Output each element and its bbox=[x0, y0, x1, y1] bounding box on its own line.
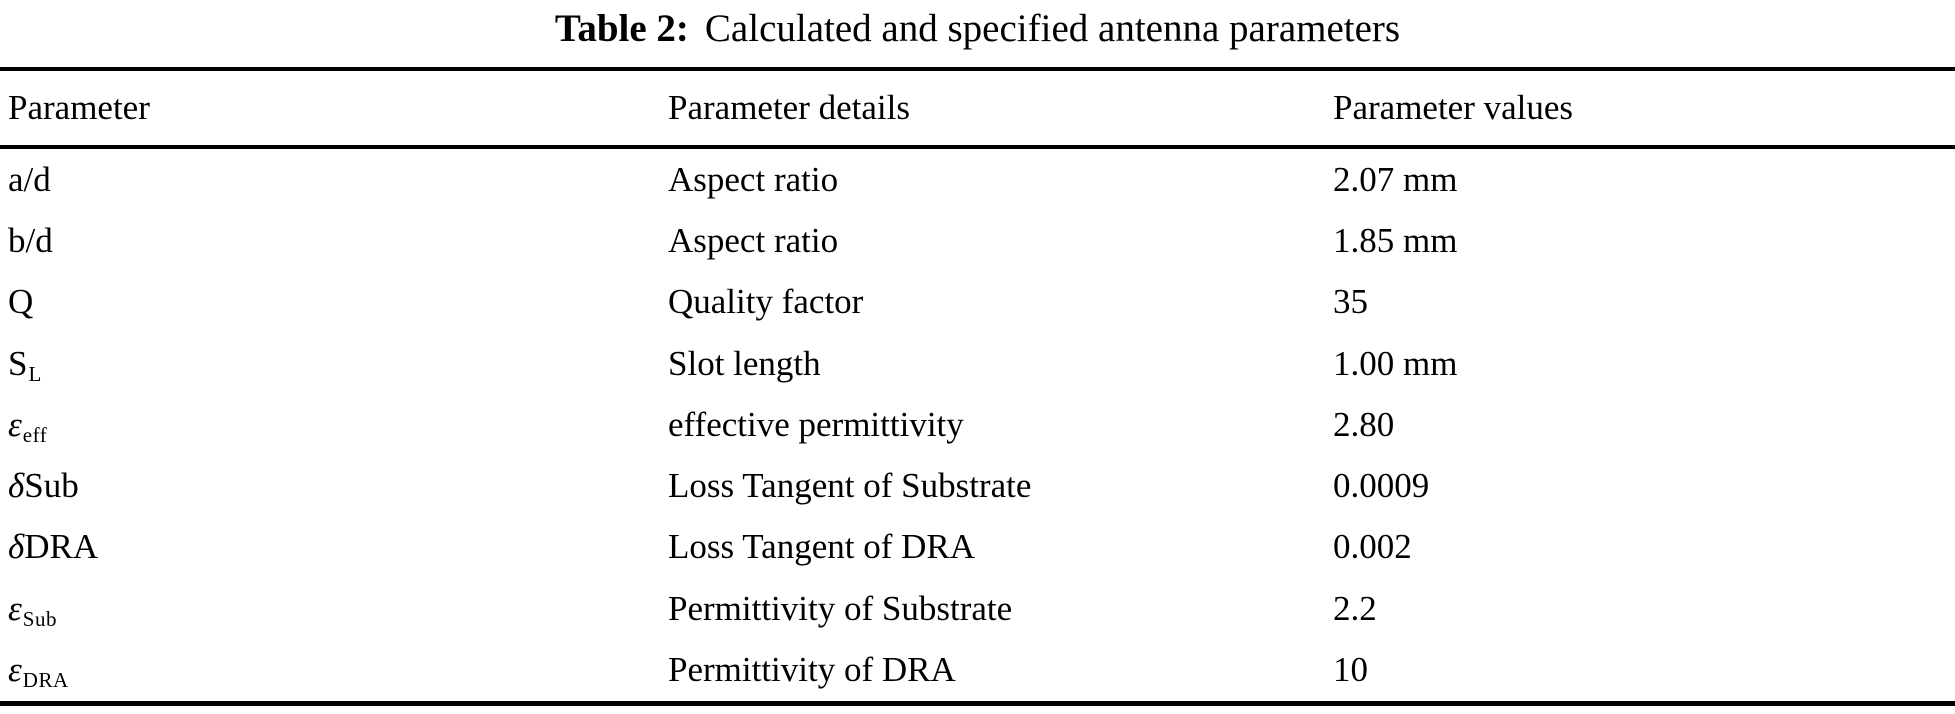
parameter-details-cell: Aspect ratio bbox=[668, 220, 839, 260]
parameter-subscript: Sub bbox=[22, 607, 57, 632]
parameter-subscript: L bbox=[28, 361, 42, 386]
parameter-main: a/d bbox=[8, 159, 51, 199]
parameter-value-cell: 2.80 bbox=[1333, 404, 1395, 444]
parameter-details-cell: Loss Tangent of DRA bbox=[668, 527, 976, 567]
parameter-details-cell: Aspect ratio bbox=[668, 159, 839, 199]
table-header-rule bbox=[0, 145, 1955, 149]
column-header-parameter: Parameter bbox=[8, 88, 150, 127]
table-caption-text: Calculated and specified antenna paramet… bbox=[704, 7, 1401, 50]
table-caption-label: Table 2: bbox=[554, 7, 689, 50]
parameter-value-cell: 0.0009 bbox=[1333, 466, 1430, 506]
parameter-value-cell: 1.85 mm bbox=[1333, 220, 1458, 260]
table-header-row: Parameter Parameter details Parameter va… bbox=[0, 71, 1955, 145]
table-row: b/d Aspect ratio 1.85 mm bbox=[0, 210, 1955, 271]
table-row: δSub Loss Tangent of Substrate 0.0009 bbox=[0, 455, 1955, 516]
parameter-value-cell: 2.07 mm bbox=[1333, 159, 1458, 199]
parameter-symbol: δ bbox=[8, 466, 25, 506]
parameter-symbol: ε bbox=[8, 404, 22, 444]
parameter-main: b/d bbox=[8, 220, 53, 260]
parameter-main: S bbox=[8, 343, 28, 383]
parameter-main: DRA bbox=[24, 527, 99, 567]
parameter-details-cell: Quality factor bbox=[668, 282, 864, 322]
parameter-cell: εDRA bbox=[8, 650, 668, 693]
parameter-main: Sub bbox=[24, 466, 79, 506]
parameter-cell: δDRA bbox=[8, 527, 668, 567]
parameter-details-cell: Loss Tangent of Substrate bbox=[668, 466, 1032, 506]
table-row: δDRA Loss Tangent of DRA 0.002 bbox=[0, 517, 1955, 578]
table-bottom-rule bbox=[0, 701, 1955, 706]
table-top-rule bbox=[0, 67, 1955, 71]
parameter-value-cell: 10 bbox=[1333, 650, 1368, 690]
parameter-subscript: DRA bbox=[22, 668, 69, 693]
parameter-cell: εSub bbox=[8, 588, 668, 632]
parameter-cell: b/d bbox=[8, 221, 668, 261]
table-body: a/d Aspect ratio 2.07 mm b/d Aspect rati… bbox=[0, 149, 1955, 701]
parameter-details-cell: Permittivity of DRA bbox=[668, 650, 956, 690]
parameter-value-cell: 2.2 bbox=[1333, 588, 1377, 628]
table-row: εDRA Permittivity of DRA 10 bbox=[0, 639, 1955, 700]
table-row: a/d Aspect ratio 2.07 mm bbox=[0, 149, 1955, 210]
parameter-details-cell: Permittivity of Substrate bbox=[668, 588, 1013, 628]
parameter-cell: a/d bbox=[8, 160, 668, 200]
table-row: εSub Permittivity of Substrate 2.2 bbox=[0, 578, 1955, 639]
parameter-cell: δSub bbox=[8, 466, 668, 506]
table-row: εeff effective permittivity 2.80 bbox=[0, 394, 1955, 455]
parameter-symbol: δ bbox=[8, 527, 25, 567]
column-header-parameter-details: Parameter details bbox=[668, 88, 910, 127]
parameter-value-cell: 1.00 mm bbox=[1333, 343, 1458, 383]
parameter-cell: SL bbox=[8, 343, 668, 386]
parameter-cell: εeff bbox=[8, 404, 668, 448]
table-row: Q Quality factor 35 bbox=[0, 272, 1955, 333]
parameter-value-cell: 35 bbox=[1333, 282, 1368, 322]
column-header-parameter-values: Parameter values bbox=[1333, 88, 1574, 127]
parameter-symbol: ε bbox=[8, 650, 22, 690]
parameter-details-cell: Slot length bbox=[668, 343, 821, 383]
table-caption: Table 2: Calculated and specified antenna… bbox=[0, 5, 1955, 53]
parameter-symbol: ε bbox=[8, 588, 22, 628]
parameter-value-cell: 0.002 bbox=[1333, 527, 1412, 567]
table-row: SL Slot length 1.00 mm bbox=[0, 333, 1955, 394]
parameter-cell: Q bbox=[8, 282, 668, 322]
parameter-details-cell: effective permittivity bbox=[668, 404, 964, 444]
parameter-subscript: eff bbox=[22, 423, 48, 448]
parameter-main: Q bbox=[8, 282, 34, 322]
